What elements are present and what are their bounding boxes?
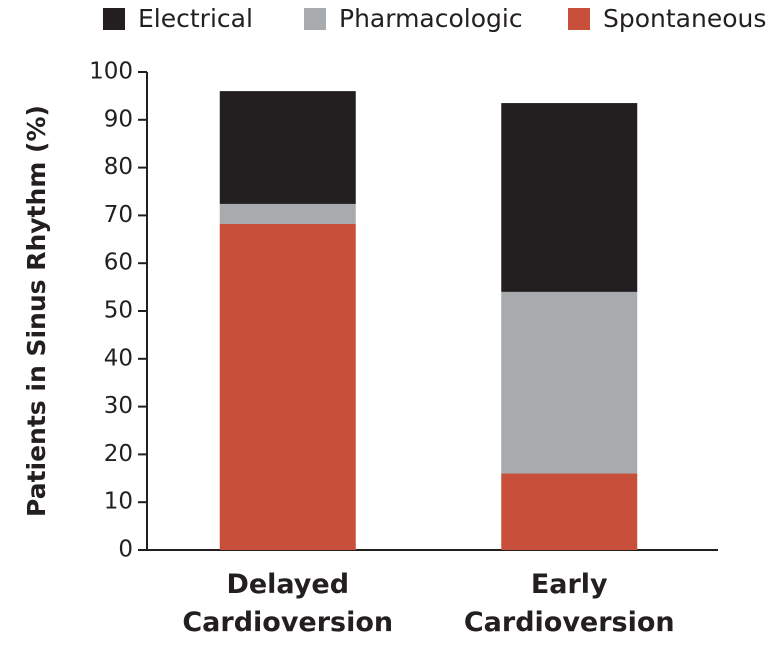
y-axis-label: Patients in Sinus Rhythm (%) (22, 105, 51, 517)
bar-segment (501, 291, 638, 474)
y-tick-label: 20 (104, 441, 133, 467)
y-tick-label: 70 (104, 202, 133, 228)
bar-segment (501, 473, 638, 550)
legend-label: Electrical (138, 4, 253, 33)
bar-segment (219, 203, 356, 225)
x-tick-label: Early Cardioversion (463, 569, 675, 638)
y-tick-label: 60 (104, 250, 133, 276)
y-tick-label: 50 (104, 298, 133, 324)
x-tick-label: Delayed Cardioversion (182, 569, 394, 638)
y-tick-label: 80 (104, 154, 133, 180)
y-tick-label: 0 (118, 537, 133, 563)
y-tick-label: 40 (104, 345, 133, 371)
bar-segment (501, 103, 638, 292)
y-tick-label: 100 (89, 59, 133, 85)
legend-label: Pharmacologic (339, 4, 523, 33)
y-tick-label: 10 (104, 489, 133, 515)
y-tick-label: 30 (104, 393, 133, 419)
y-tick-label: 90 (104, 106, 133, 132)
legend-swatch (103, 8, 125, 30)
legend-label: Spontaneous (603, 4, 766, 33)
legend-swatch (304, 8, 326, 30)
bar-segment (219, 224, 356, 550)
bar-segment (219, 91, 356, 204)
legend-swatch (568, 8, 590, 30)
